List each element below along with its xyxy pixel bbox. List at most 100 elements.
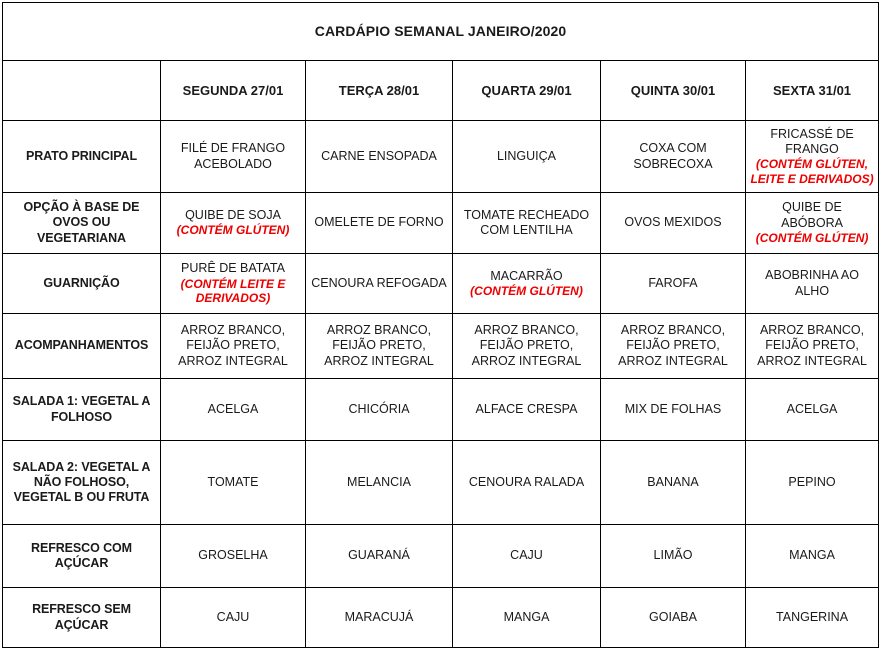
menu-cell: COXA COM SOBRECOXA: [600, 120, 746, 193]
menu-cell: CENOURA RALADA: [452, 440, 601, 525]
menu-cell: MACARRÃO (CONTÉM GLÚTEN): [452, 253, 601, 314]
menu-item-text: ALFACE CRESPA: [475, 401, 578, 416]
menu-item-text: MELANCIA: [347, 474, 411, 489]
allergen-note: (CONTÉM GLÚTEN, LEITE E DERIVADOS): [750, 157, 874, 186]
menu-item-text: COXA COM SOBRECOXA: [633, 141, 713, 171]
day-header-terca: TERÇA 28/01: [305, 60, 453, 121]
menu-item-text: TOMATE RECHEADO COM LENTILHA: [463, 207, 590, 237]
menu-cell: QUIBE DE ABÓBORA (CONTÉM GLÚTEN): [744, 192, 880, 254]
menu-cell: BANANA: [600, 440, 746, 525]
menu-item-text: OVOS MEXIDOS: [624, 215, 722, 230]
menu-cell: CENOURA REFOGADA: [305, 253, 453, 314]
menu-cell: ACELGA: [744, 378, 880, 441]
table-row: SALADA 2: VEGETAL A NÃO FOLHOSO, VEGETAL…: [2, 440, 880, 525]
menu-item-text: CHICÓRIA: [348, 401, 410, 416]
menu-item-text: ARROZ BRANCO, FEIJÃO PRETO, ARROZ INTEGR…: [471, 323, 582, 368]
title-row: CARDÁPIO SEMANAL JANEIRO/2020: [1, 2, 880, 61]
row-label: SALADA 2: VEGETAL A NÃO FOLHOSO, VEGETAL…: [2, 440, 161, 525]
menu-item-text: PURÊ DE BATATA: [181, 261, 285, 276]
menu-item-text: ACELGA: [786, 401, 838, 416]
row-label: PRATO PRINCIPAL: [2, 120, 161, 193]
day-header-quarta: QUARTA 29/01: [452, 60, 601, 121]
menu-item-text: CAJU: [216, 609, 250, 624]
menu-cell: CAJU: [452, 524, 601, 588]
allergen-note: (CONTÉM GLÚTEN): [470, 283, 583, 298]
menu-cell: GROSELHA: [160, 524, 306, 588]
allergen-note: (CONTÉM GLÚTEN): [755, 230, 869, 245]
menu-cell: TOMATE RECHEADO COM LENTILHA: [452, 192, 601, 254]
menu-cell: GUARANÁ: [305, 524, 453, 588]
table-corner-cell: [2, 60, 161, 121]
menu-item-text: ARROZ BRANCO, FEIJÃO PRETO, ARROZ INTEGR…: [324, 323, 434, 368]
menu-item-text: ARROZ BRANCO, FEIJÃO PRETO, ARROZ INTEGR…: [618, 323, 728, 368]
menu-item-text: ARROZ BRANCO, FEIJÃO PRETO, ARROZ INTEGR…: [757, 323, 867, 368]
menu-item-text: FAROFA: [648, 275, 698, 290]
menu-item-text: ABOBRINHA AO ALHO: [765, 268, 859, 298]
menu-item-text: CARNE ENSOPADA: [321, 148, 437, 163]
menu-item-text: ARROZ BRANCO, FEIJÃO PRETO, ARROZ INTEGR…: [178, 323, 288, 368]
menu-item-text: BANANA: [647, 474, 699, 489]
menu-item-text: MIX DE FOLHAS: [624, 401, 722, 416]
menu-cell: PURÊ DE BATATA (CONTÉM LEITE E DERIVADOS): [160, 253, 306, 314]
table-row: SALADA 1: VEGETAL A FOLHOSO ACELGA CHICÓRI…: [2, 378, 880, 441]
menu-item-text: MANGA: [789, 548, 835, 563]
table-row: PRATO PRINCIPAL FILÉ DE FRANGO ACEBOLADO C…: [2, 120, 880, 193]
table-row: REFRESCO COM AÇÚCAR GROSELHA GUARANÁ CAJU LI…: [2, 524, 880, 588]
menu-item-text: TANGERINA: [776, 609, 849, 624]
allergen-note: (CONTÉM GLÚTEN): [176, 223, 290, 238]
menu-cell: TOMATE: [160, 440, 306, 525]
menu-item-text: FILÉ DE FRANGO ACEBOLADO: [180, 141, 286, 171]
row-label: ACOMPANHAMENTOS: [2, 313, 161, 379]
menu-item-text: MACARRÃO: [490, 268, 563, 283]
menu-cell: ARROZ BRANCO, FEIJÃO PRETO, ARROZ INTEGR…: [305, 313, 453, 379]
menu-item-text: GROSELHA: [198, 548, 268, 563]
row-label: GUARNIÇÃO: [2, 253, 161, 314]
menu-cell: LINGUIÇA: [452, 120, 601, 193]
menu-cell: MELANCIA: [305, 440, 453, 525]
menu-item-text: MANGA: [503, 609, 550, 624]
day-header-quinta: QUINTA 30/01: [600, 60, 746, 121]
menu-cell: CARNE ENSOPADA: [305, 120, 453, 193]
row-label: SALADA 1: VEGETAL A FOLHOSO: [2, 378, 161, 441]
menu-cell: FAROFA: [600, 253, 746, 314]
day-header-sexta: SEXTA 31/01: [744, 60, 880, 121]
menu-cell: FRICASSÉ DE FRANGO (CONTÉM GLÚTEN, LEITE …: [744, 120, 880, 193]
table-row: OPÇÃO À BASE DE OVOS OU VEGETARIANA QUIBE…: [2, 192, 880, 254]
menu-cell: MIX DE FOLHAS: [600, 378, 746, 441]
menu-cell: ARROZ BRANCO, FEIJÃO PRETO, ARROZ INTEGR…: [452, 313, 601, 379]
menu-item-text: LINGUIÇA: [496, 148, 557, 163]
table-row: ACOMPANHAMENTOS ARROZ BRANCO, FEIJÃO PRET…: [2, 313, 880, 379]
menu-item-text: QUIBE DE SOJA: [185, 208, 281, 223]
menu-item-text: CENOURA REFOGADA: [311, 275, 447, 290]
menu-item-text: LIMÃO: [653, 548, 693, 563]
menu-cell: ABOBRINHA AO ALHO: [744, 253, 880, 314]
menu-cell: OVOS MEXIDOS: [600, 192, 746, 254]
menu-cell: OMELETE DE FORNO: [305, 192, 453, 254]
menu-cell: ARROZ BRANCO, FEIJÃO PRETO, ARROZ INTEGR…: [744, 313, 880, 379]
header-row: SEGUNDA 27/01 TERÇA 28/01 QUARTA 29/01 Q…: [2, 60, 880, 121]
menu-item-text: TOMATE: [207, 474, 259, 489]
menu-cell: QUIBE DE SOJA (CONTÉM GLÚTEN): [160, 192, 306, 254]
row-label: REFRESCO COM AÇÚCAR: [2, 524, 161, 588]
menu-item-text: PEPINO: [788, 474, 836, 489]
row-label: OPÇÃO À BASE DE OVOS OU VEGETARIANA: [2, 192, 161, 254]
menu-item-text: CENOURA RALADA: [468, 474, 585, 489]
menu-item-text: ACELGA: [207, 401, 259, 416]
menu-cell: LIMÃO: [600, 524, 746, 588]
menu-item-text: QUIBE DE ABÓBORA: [781, 200, 843, 230]
menu-cell: CHICÓRIA: [305, 378, 453, 441]
menu-item-text: OMELETE DE FORNO: [314, 215, 444, 230]
menu-cell: PEPINO: [744, 440, 880, 525]
day-header-segunda: SEGUNDA 27/01: [160, 60, 306, 121]
menu-cell: ARROZ BRANCO, FEIJÃO PRETO, ARROZ INTEGR…: [600, 313, 746, 379]
menu-cell: ALFACE CRESPA: [452, 378, 601, 441]
menu-item-text: GUARANÁ: [348, 548, 410, 563]
menu-item-text: GOIABA: [649, 609, 697, 624]
table-row: GUARNIÇÃO PURÊ DE BATATA (CONTÉM LEITE E D…: [2, 253, 880, 314]
menu-cell: ARROZ BRANCO, FEIJÃO PRETO, ARROZ INTEGR…: [160, 313, 306, 379]
page-title: CARDÁPIO SEMANAL JANEIRO/2020: [1, 2, 880, 61]
menu-item-text: FRICASSÉ DE FRANGO: [770, 126, 854, 156]
menu-item-text: MARACUJÁ: [344, 609, 414, 624]
